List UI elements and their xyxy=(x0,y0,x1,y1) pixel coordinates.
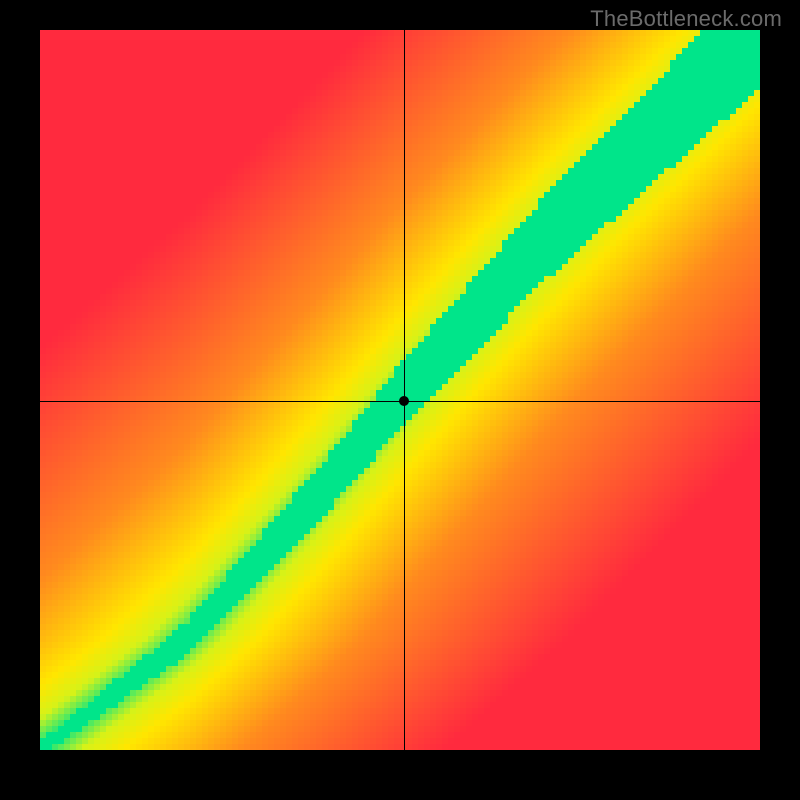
heatmap-canvas xyxy=(40,30,760,750)
crosshair-marker xyxy=(399,396,409,406)
watermark: TheBottleneck.com xyxy=(590,6,782,32)
crosshair-vertical xyxy=(404,30,405,750)
heatmap-plot xyxy=(40,30,760,750)
